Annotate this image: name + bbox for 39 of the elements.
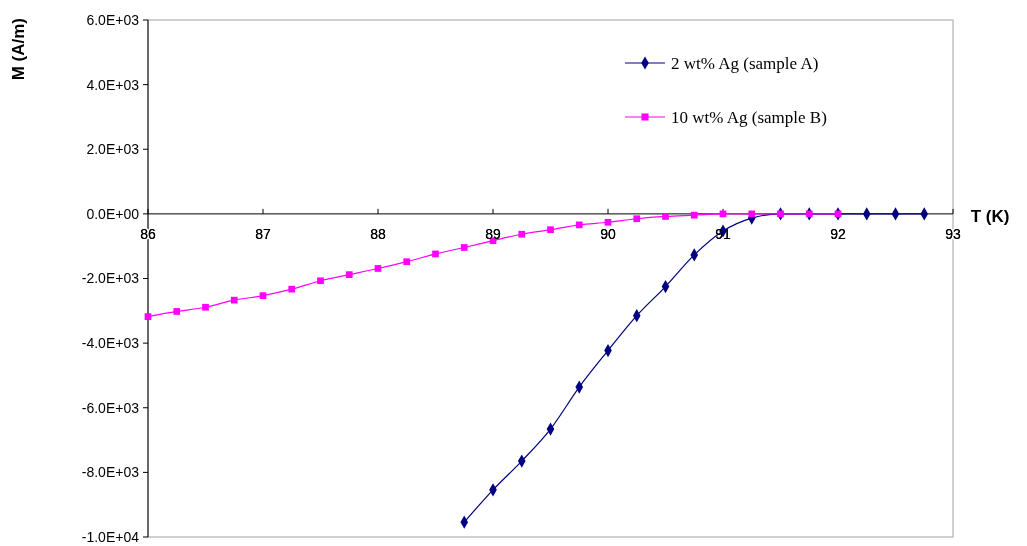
y-tick-label: -2.0E+03 [81, 270, 140, 287]
point [202, 303, 209, 311]
legend-label: 10 wt% Ag (sample B) [671, 107, 827, 127]
y-tick-label: 0.0E+00 [86, 205, 140, 222]
x-tick-label: 90 [600, 225, 616, 242]
y-tick-label: 2.0E+03 [86, 141, 140, 158]
point [633, 215, 641, 223]
y-tick-label: -6.0E+03 [81, 399, 140, 416]
point [230, 296, 238, 304]
y-tick-label: -4.0E+03 [81, 335, 140, 352]
point [144, 313, 152, 320]
point [748, 210, 756, 218]
point [547, 226, 554, 234]
point [604, 218, 612, 226]
legend-label: 2 wt% Ag (sample A) [671, 53, 819, 73]
point [374, 265, 382, 272]
point [403, 258, 411, 266]
y-tick-label: 6.0E+03 [86, 11, 140, 28]
x-tick-label: 88 [370, 225, 386, 242]
x-axis-title: T (K) [970, 206, 1010, 226]
point [288, 285, 296, 293]
point [460, 244, 468, 251]
x-tick-label: 87 [255, 225, 271, 242]
point [432, 250, 439, 258]
y-tick-label: 4.0E+03 [86, 76, 140, 93]
y-axis-title: M (A/m) [9, 18, 28, 81]
point [518, 230, 526, 238]
point [575, 221, 583, 229]
point [259, 292, 267, 299]
x-tick-label: 93 [945, 225, 961, 242]
x-tick-label: 89 [485, 225, 501, 242]
point [690, 211, 698, 219]
point [173, 308, 181, 315]
point [662, 213, 669, 220]
y-tick-label: -8.0E+03 [81, 464, 140, 481]
point [317, 277, 324, 285]
point [345, 271, 353, 278]
y-tick-label: -1.0E+04 [81, 528, 140, 545]
x-tick-label: 92 [830, 225, 846, 242]
